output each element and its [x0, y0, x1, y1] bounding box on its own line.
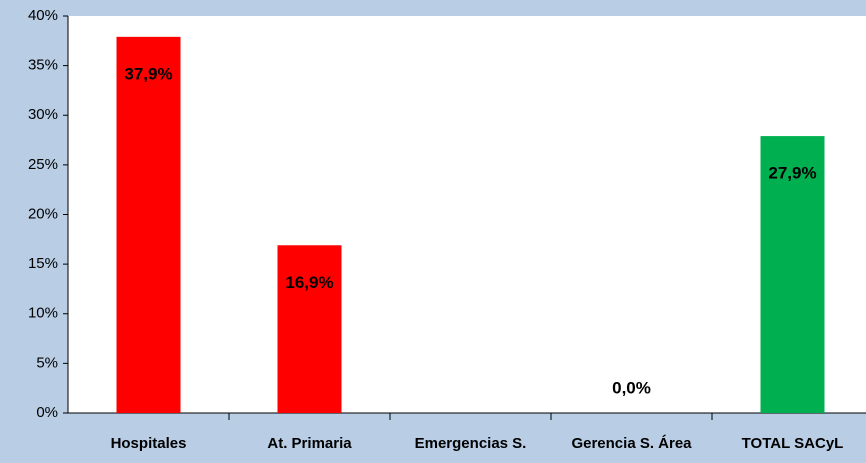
y-tick-label: 15%: [28, 255, 58, 272]
y-tick-label: 40%: [28, 7, 58, 24]
data-label: 0,0%: [612, 378, 651, 397]
y-tick-label: 10%: [28, 305, 58, 322]
bar: [760, 136, 825, 413]
data-label: 37,9%: [124, 64, 172, 83]
data-label: 16,9%: [285, 273, 333, 292]
y-tick-label: 30%: [28, 106, 58, 123]
y-tick-label: 0%: [36, 404, 58, 421]
y-tick-label: 35%: [28, 57, 58, 74]
bar: [116, 36, 181, 413]
x-tick-label: Hospitales: [111, 435, 187, 452]
x-tick-label: At. Primaria: [267, 435, 352, 452]
data-label: 27,9%: [768, 164, 816, 183]
x-tick-label: Emergencias S.: [415, 435, 527, 452]
x-tick-label: Gerencia S. Área: [571, 435, 692, 452]
y-tick-label: 20%: [28, 205, 58, 222]
bar: [277, 245, 342, 413]
y-tick-label: 25%: [28, 156, 58, 173]
plot-area: [68, 16, 866, 413]
y-tick-label: 5%: [36, 354, 58, 371]
x-tick-label: TOTAL SACyL: [742, 435, 844, 452]
